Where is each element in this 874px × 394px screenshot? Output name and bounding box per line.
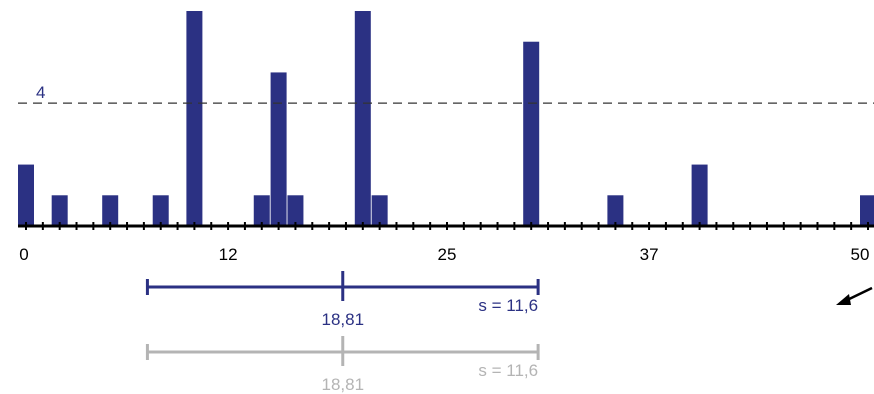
bar-x-16: [287, 195, 304, 226]
bar-x-21: [371, 195, 388, 226]
bar-x-14: [253, 195, 270, 226]
mean-label-2: 18,81: [321, 375, 364, 394]
bar-x-35: [607, 195, 624, 226]
bar-x-15: [270, 72, 287, 226]
bar-x-40: [691, 164, 708, 226]
sd-label-2: s = 11,6: [478, 361, 538, 380]
bar-x-20: [354, 11, 371, 226]
bar-x-30: [523, 41, 540, 226]
bars: [18, 11, 874, 226]
bar-x-50: [860, 195, 874, 226]
x-tick-label-12: 12: [219, 245, 238, 264]
bar-x-5: [102, 195, 119, 226]
bar-x-8: [152, 195, 169, 226]
bar-x-10: [186, 11, 203, 226]
sd-label-1: s = 11,6: [478, 296, 538, 315]
reference-line-group: 4: [18, 83, 874, 104]
bar-x-0: [18, 164, 34, 226]
x-tick-label-50: 50: [851, 245, 870, 264]
x-tick-label-25: 25: [438, 245, 457, 264]
bar-x-2: [51, 195, 68, 226]
x-axis: 0 12 25 37 50: [18, 222, 874, 264]
x-tick-label-37: 37: [640, 245, 659, 264]
x-tick-label-0: 0: [19, 245, 28, 264]
mean-label-1: 18,81: [321, 310, 364, 329]
arrow-down-left-icon: [836, 286, 873, 305]
reference-line-label: 4: [36, 83, 45, 102]
summary-intervals: 18,81 s = 11,6 18,81 s = 11,6: [145, 271, 540, 394]
